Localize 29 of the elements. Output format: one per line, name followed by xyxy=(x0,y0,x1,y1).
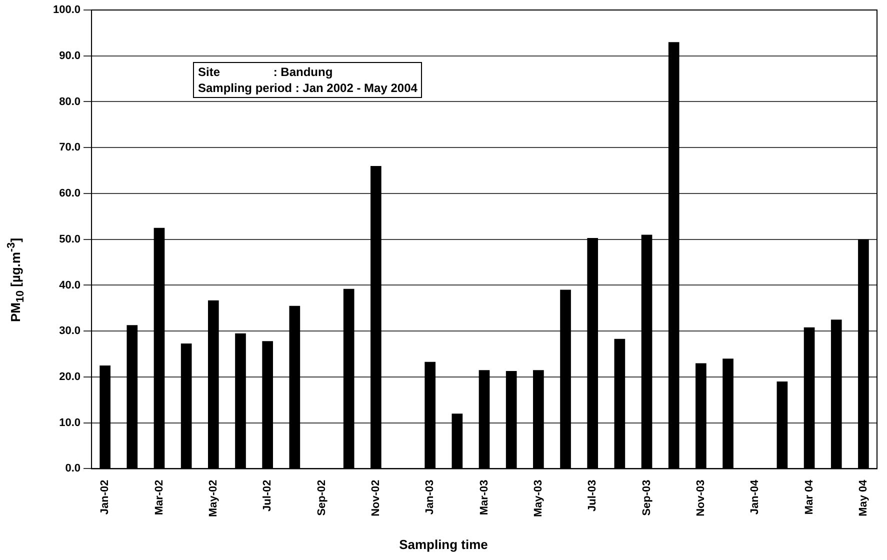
y-tick-label: 80.0 xyxy=(59,96,81,108)
y-tick-label: 10.0 xyxy=(59,416,81,429)
x-tick-label: May 04 xyxy=(857,478,870,516)
x-tick-label: Mar-03 xyxy=(478,480,490,516)
y-tick-label: 60.0 xyxy=(59,188,81,200)
x-tick-label: Nov-02 xyxy=(370,480,382,516)
annotation: Site : Bandung xyxy=(198,64,334,80)
x-tick-label: Sep-03 xyxy=(640,480,653,516)
y-tick-label: 70.0 xyxy=(59,142,81,154)
annotation: Sampling period : Jan 2002 - May 2004 xyxy=(198,80,418,96)
y-tick-label: 40.0 xyxy=(59,279,81,292)
y-tick-label: 0.0 xyxy=(65,462,81,475)
y-tick-label: 90.0 xyxy=(59,50,81,62)
x-tick-label: Jan-03 xyxy=(424,480,436,515)
y-tick-label: 100.0 xyxy=(52,4,81,16)
x-tick-label: Jul-03 xyxy=(586,480,599,512)
x-tick-label: Jan-02 xyxy=(99,480,112,515)
y-tick-label: 50.0 xyxy=(59,233,81,246)
x-tick-label: May-02 xyxy=(207,480,220,517)
x-tick-label: Mar 04 xyxy=(803,478,816,515)
x-axis-title: Sampling time xyxy=(398,537,489,552)
y-tick-label: 30.0 xyxy=(59,325,81,338)
x-tick-label: Jan-04 xyxy=(749,478,762,515)
x-tick-label: Sep-02 xyxy=(316,480,328,516)
x-tick-label: Mar-02 xyxy=(153,480,166,516)
x-tick-label: Jul-02 xyxy=(262,480,274,512)
x-tick-label: Nov-03 xyxy=(694,480,707,516)
y-tick-label: 20.0 xyxy=(59,370,81,383)
x-tick-label: May-03 xyxy=(532,480,544,517)
